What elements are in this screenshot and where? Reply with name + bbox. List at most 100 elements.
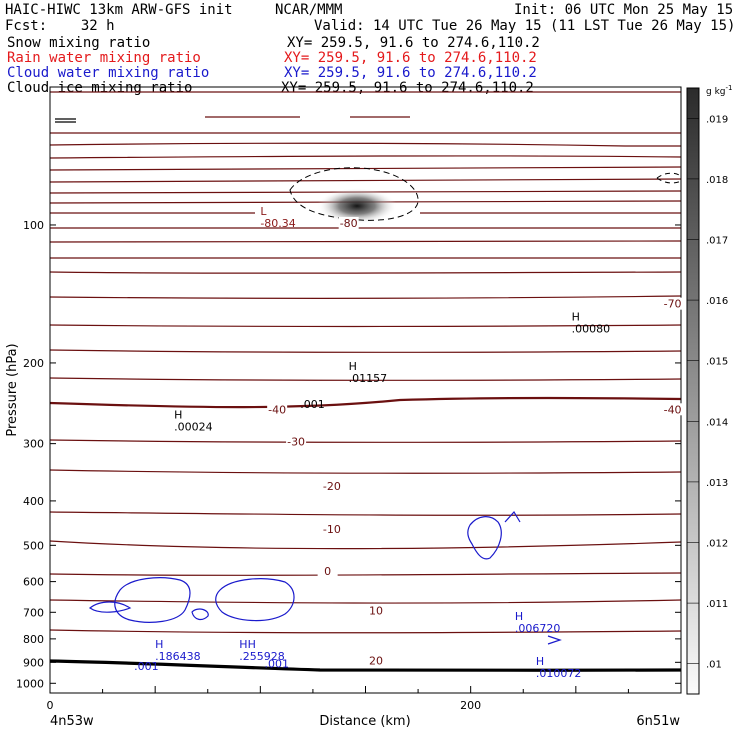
x-axis-label: Distance (km) (319, 714, 410, 729)
cloud-ice-contour (289, 167, 419, 221)
isotherm-line (50, 599, 681, 604)
isotherm-label: 10 (369, 604, 383, 617)
isotherm-line (50, 511, 681, 516)
isotherm-label-bg (338, 216, 359, 229)
isotherm-line (50, 469, 681, 474)
isotherm-label-bg (662, 403, 683, 416)
x-axis: 0 200 (47, 686, 682, 712)
isotherm-label-bg (321, 522, 342, 535)
y-tick-label: 700 (23, 606, 44, 619)
isotherm-label: 20 (369, 654, 383, 667)
cloud-water-contours (88, 510, 562, 645)
isotherm-label: -40 (268, 403, 286, 416)
colorbar-tick-label: .018 (706, 175, 728, 186)
extremum-mark: HH (239, 638, 256, 651)
x-endpoint-left: 4n53w (50, 714, 94, 729)
y-tick-label: 1000 (16, 677, 44, 690)
forecast-hour: Fcst: 32 h (5, 18, 115, 34)
temperature-isotherms (50, 91, 681, 634)
isotherm-label: 0 (324, 565, 331, 578)
isotherm-label-bg (321, 480, 342, 493)
colorbar-tick-label: .011 (706, 599, 728, 610)
colorbar-tick-label: .01 (706, 660, 722, 671)
isotherm-line (50, 271, 681, 274)
extremum-mark: H (174, 408, 182, 421)
isotherm-label: -10 (323, 523, 341, 536)
field-xy-rain: XY= 259.5, 91.6 to 274.6,110.2 (284, 50, 537, 66)
y-tick-label: 600 (23, 576, 44, 589)
extremum-mark: H (572, 311, 580, 324)
y-tick-label: 900 (23, 656, 44, 669)
y-axis-label: Pressure (hPa) (5, 343, 20, 436)
colorbar-tick-label: .016 (706, 296, 728, 307)
extremum-value: .001 (300, 398, 325, 411)
isotherm-labels: -80 -70 -40 -40 -30 -20 -10 0 10 20 (267, 216, 683, 667)
field-name-snow: Snow mixing ratio (7, 35, 151, 51)
center-label: NCAR/MMM (275, 2, 343, 18)
terrain-surface (49, 659, 682, 673)
isotherm-line (50, 349, 681, 353)
y-tick-label: 400 (23, 495, 44, 508)
isotherm-label-bg (366, 604, 387, 617)
extremum-mark: H (536, 655, 544, 668)
colorbar-tick-label: .014 (706, 417, 728, 428)
field-name-cloud-water: Cloud water mixing ratio (7, 65, 210, 81)
isotherm-line (50, 629, 681, 634)
snow-contour-small (55, 118, 76, 123)
isotherm-line (50, 155, 681, 159)
y-tick-label: 800 (23, 633, 44, 646)
isotherm-label: -80 (340, 217, 358, 230)
isotherm-label: -30 (287, 436, 305, 449)
isotherm-line (50, 178, 681, 183)
isotherm-label: -70 (664, 298, 682, 311)
isotherm-line (50, 295, 681, 299)
extremum-value: .00080 (572, 323, 611, 336)
field-xy-cloud-water: XY= 259.5, 91.6 to 274.6,110.2 (284, 65, 537, 81)
isotherm-line (50, 190, 681, 194)
y-tick-label: 200 (23, 357, 44, 370)
field-name-rain: Rain water mixing ratio (7, 50, 201, 66)
isotherm-line (50, 439, 681, 443)
extremum-mark: H (155, 638, 163, 651)
isotherm-line (50, 377, 681, 381)
extrema-labels: L-80.34H.00080H.01157.001H.00024H.006720… (134, 205, 610, 680)
isotherm-label-bg (366, 654, 387, 667)
isotherm-label: -20 (323, 480, 341, 493)
isotherm-line (50, 142, 681, 147)
colorbar-tick-label: .019 (706, 114, 728, 125)
extremum-value: .01157 (349, 372, 388, 385)
y-tick-label: 500 (23, 539, 44, 552)
extremum-value: .010072 (536, 667, 582, 680)
y-tick-label: 300 (23, 438, 44, 451)
colorbar-tick-label: .015 (706, 357, 728, 368)
extremum-value: .186438 (155, 650, 201, 663)
extremum-mark: H (349, 360, 357, 373)
x-endpoint-right: 6n51w (636, 714, 680, 729)
isotherm-label-bg (267, 403, 288, 416)
extremum-value: .001 (265, 658, 290, 671)
extremum-value: -80.34 (260, 217, 295, 230)
isotherm-line (50, 540, 681, 550)
cloud-ice-contour (656, 172, 682, 184)
colorbar: .019 .018 .017 .016 .015 .014 .013 .012 .011 .01 (686, 87, 728, 695)
isotherm-line (50, 324, 681, 328)
extremum-mark: H (515, 610, 523, 623)
x-tick-label: 200 (460, 699, 481, 712)
x-tick-label: 0 (47, 699, 54, 712)
extremum-value: .255928 (239, 650, 284, 663)
colorbar-unit: g kg-1 (706, 84, 732, 97)
colorbar-tick-label: .013 (706, 478, 728, 489)
isotherm-label: -40 (664, 403, 682, 416)
init-time: Init: 06 UTC Mon 25 May 15 (514, 2, 734, 18)
valid-time: Valid: 14 UTC Tue 26 May 15 (11 LST Tue … (314, 18, 736, 34)
colorbar-tick-label: .017 (706, 236, 728, 247)
isotherm-label-bg (317, 565, 338, 578)
y-tick-label: 100 (23, 219, 44, 232)
extremum-value: .006720 (515, 622, 561, 635)
isotherm-line (50, 572, 681, 576)
colorbar-tick-label: .012 (706, 539, 728, 550)
extremum-value: .00024 (174, 420, 213, 433)
model-title: HAIC-HIWC 13km ARW-GFS init (5, 2, 233, 18)
isotherm-line (50, 240, 681, 243)
